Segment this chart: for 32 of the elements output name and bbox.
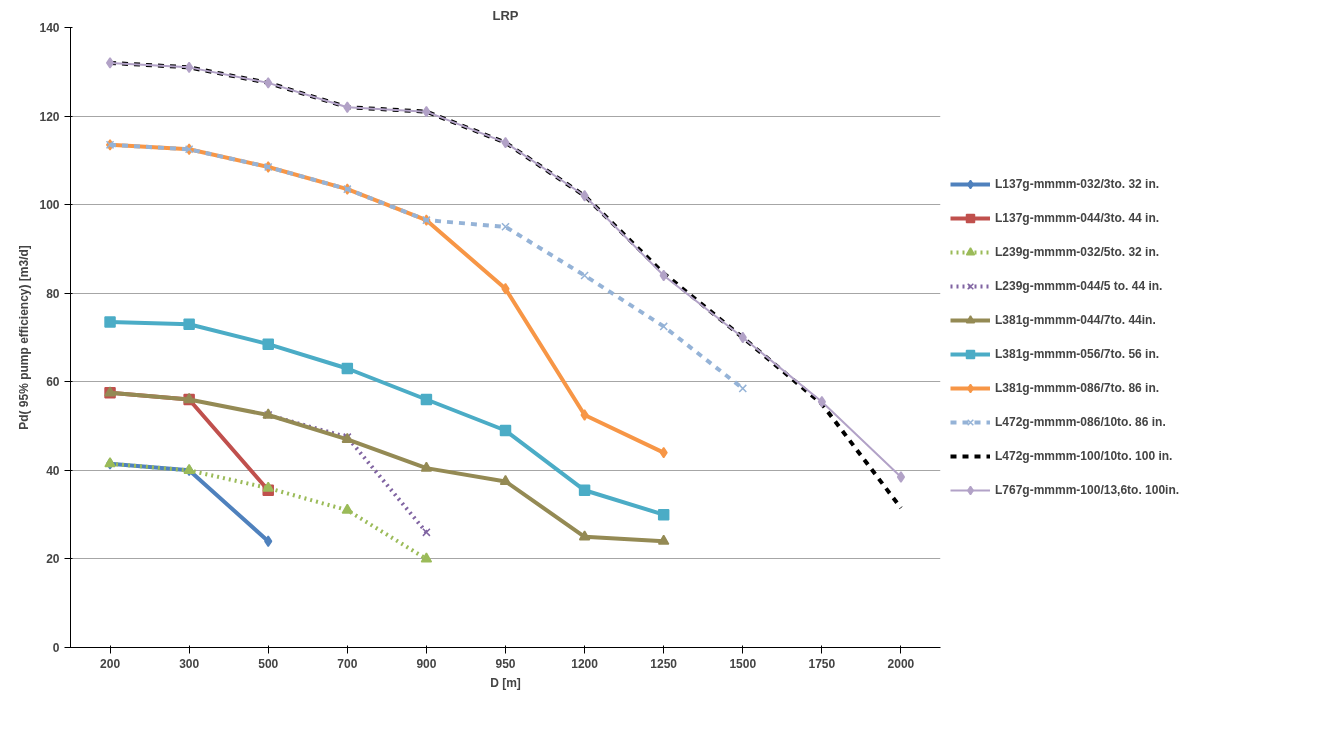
chart-title: LRP <box>492 7 519 23</box>
x-tick-label: 2000 <box>887 656 915 671</box>
x-tick-label: 1200 <box>571 656 599 671</box>
y-tick-label: 20 <box>46 552 60 567</box>
y-tick-label: 80 <box>46 286 60 301</box>
y-tick-label: 140 <box>39 21 60 35</box>
y-axis-title: Pd( 95% pump efficiency) [m3/d] <box>17 245 32 430</box>
x-tick-label: 900 <box>416 656 437 671</box>
x-tick-label: 700 <box>337 656 358 671</box>
legend-label: L472g-mmmm-086/10to. 86 in. <box>995 415 1166 429</box>
y-tick-label: 100 <box>39 198 60 213</box>
legend-label: L137g-mmmm-044/3to. 44 in. <box>995 211 1160 225</box>
x-tick-label: 300 <box>179 656 200 671</box>
legend-label: L767g-mmmm-100/13,6to. 100in. <box>995 483 1180 497</box>
legend-label: L472g-mmmm-100/10to. 100 in. <box>995 449 1173 463</box>
legend-label: L137g-mmmm-032/3to. 32 in. <box>995 177 1160 191</box>
x-tick-label: 1500 <box>729 656 757 671</box>
y-tick-label: 40 <box>46 463 60 478</box>
y-tick-label: 60 <box>46 375 60 390</box>
legend-label: L381g-mmmm-044/7to. 44in. <box>995 313 1156 327</box>
y-tick-label: 120 <box>39 109 60 124</box>
legend-label: L381g-mmmm-086/7to. 86 in. <box>995 381 1160 395</box>
x-tick-label: 500 <box>258 656 279 671</box>
x-tick-label: 1750 <box>808 656 836 671</box>
x-axis-title: D [m] <box>490 675 521 690</box>
legend-label: L381g-mmmm-056/7to. 56 in. <box>995 347 1160 361</box>
legend-label: L239g-mmmm-032/5to. 32 in. <box>995 245 1160 259</box>
x-tick-label: 1250 <box>650 656 678 671</box>
x-tick-label: 950 <box>495 656 516 671</box>
legend-label: L239g-mmmm-044/5 to. 44 in. <box>995 279 1163 293</box>
y-tick-label: 0 <box>52 641 60 655</box>
x-tick-label: 200 <box>100 656 121 671</box>
